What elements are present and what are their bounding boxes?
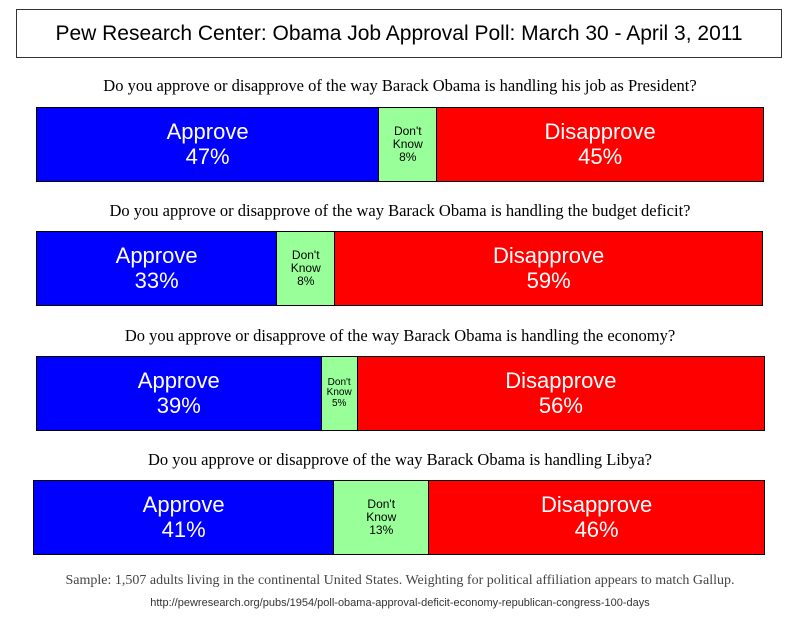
segment-label: Approve [166, 119, 249, 145]
approve-segment: Approve 39% [37, 357, 321, 430]
segment-value: 8% [297, 274, 315, 289]
approve-segment: Approve 47% [37, 108, 379, 181]
segment-value: 39% [156, 392, 201, 418]
stacked-bar: Approve 47% Don't Know 8% Disapprove 45% [36, 107, 764, 182]
approve-segment: Approve 41% [34, 481, 334, 554]
source-url: http://pewresearch.org/pubs/1954/poll-ob… [150, 597, 650, 609]
dont-know-segment: Don't Know 5% [320, 357, 357, 430]
segment-value: 59% [526, 267, 571, 293]
segment-label: Know [392, 136, 423, 151]
dont-know-segment: Don't Know 13% [333, 481, 429, 554]
disapprove-segment: Disapprove 56% [356, 357, 764, 430]
disapprove-segment: Disapprove 45% [436, 108, 763, 181]
segment-value: 56% [538, 392, 583, 418]
stacked-bar: Approve 39% Don't Know 5% Disapprove 56% [36, 356, 765, 431]
chart-title: Pew Research Center: Obama Job Approval … [16, 9, 782, 58]
segment-label: Disapprove [544, 119, 656, 145]
approve-segment: Approve 33% [37, 232, 277, 305]
disapprove-segment: Disapprove 46% [428, 481, 764, 554]
segment-label: Know [366, 509, 397, 524]
segment-label: Don't [327, 376, 351, 388]
segment-label: Know [326, 387, 352, 399]
segment-label: Don't [393, 123, 422, 138]
dont-know-segment: Don't Know 8% [378, 108, 437, 181]
segment-value: 46% [574, 516, 619, 542]
segment-label: Know [290, 260, 321, 275]
segment-label: Disapprove [505, 368, 617, 394]
question-label: Do you approve or disapprove of the way … [103, 76, 697, 95]
segment-label: Approve [115, 243, 198, 269]
segment-label: Approve [142, 492, 225, 518]
segment-label: Disapprove [492, 243, 605, 269]
stacked-bar: Approve 41% Don't Know 13% Disapprove 46% [33, 480, 765, 555]
segment-label: Don't [367, 496, 396, 511]
segment-value: 33% [134, 267, 179, 293]
segment-label: Approve [137, 368, 220, 394]
question-label: Do you approve or disapprove of the way … [124, 326, 676, 345]
segment-label: Don't [291, 247, 320, 262]
question-label: Do you approve or disapprove of the way … [147, 450, 652, 469]
sample-note: Sample: 1,507 adults living in the conti… [65, 573, 735, 588]
question-label: Do you approve or disapprove of the way … [109, 201, 691, 220]
segment-value: 8% [399, 150, 417, 165]
segment-value: 45% [578, 143, 623, 169]
dont-know-segment: Don't Know 8% [276, 232, 335, 305]
segment-label: Disapprove [540, 492, 653, 518]
segment-value: 41% [161, 516, 206, 542]
segment-value: 13% [369, 523, 394, 538]
stacked-bar: Approve 33% Don't Know 8% Disapprove 59% [36, 231, 763, 306]
segment-value: 47% [185, 143, 230, 169]
disapprove-segment: Disapprove 59% [334, 232, 762, 305]
segment-value: 5% [331, 397, 347, 409]
